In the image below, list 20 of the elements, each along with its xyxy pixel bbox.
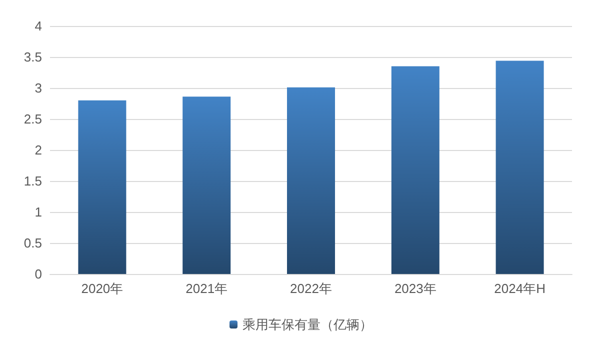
bar [391,66,440,274]
y-tick-label: 1.5 [24,174,42,188]
y-tick-label: 4 [34,18,42,34]
bar [287,87,335,274]
y-tick-label: 0 [34,266,42,282]
x-tick-label: 2020年 [81,281,124,296]
bar [78,100,126,274]
x-tick-label: 2022年 [290,281,332,296]
y-tick-label: 2 [34,142,42,158]
x-tick-label: 2024年H [494,281,546,296]
y-tick-label: 0.5 [24,236,42,250]
x-tick-label: 2021年 [186,281,228,296]
bar [496,60,544,274]
y-tick-label: 1 [34,204,42,220]
bar [182,96,231,274]
legend-label: 乘用车保有量（亿辆） [242,317,372,332]
y-tick-label: 3 [34,80,42,96]
x-tick-label: 2023年 [394,281,436,296]
y-tick-label: 2.5 [24,112,42,126]
y-tick-label: 3.5 [24,50,42,64]
